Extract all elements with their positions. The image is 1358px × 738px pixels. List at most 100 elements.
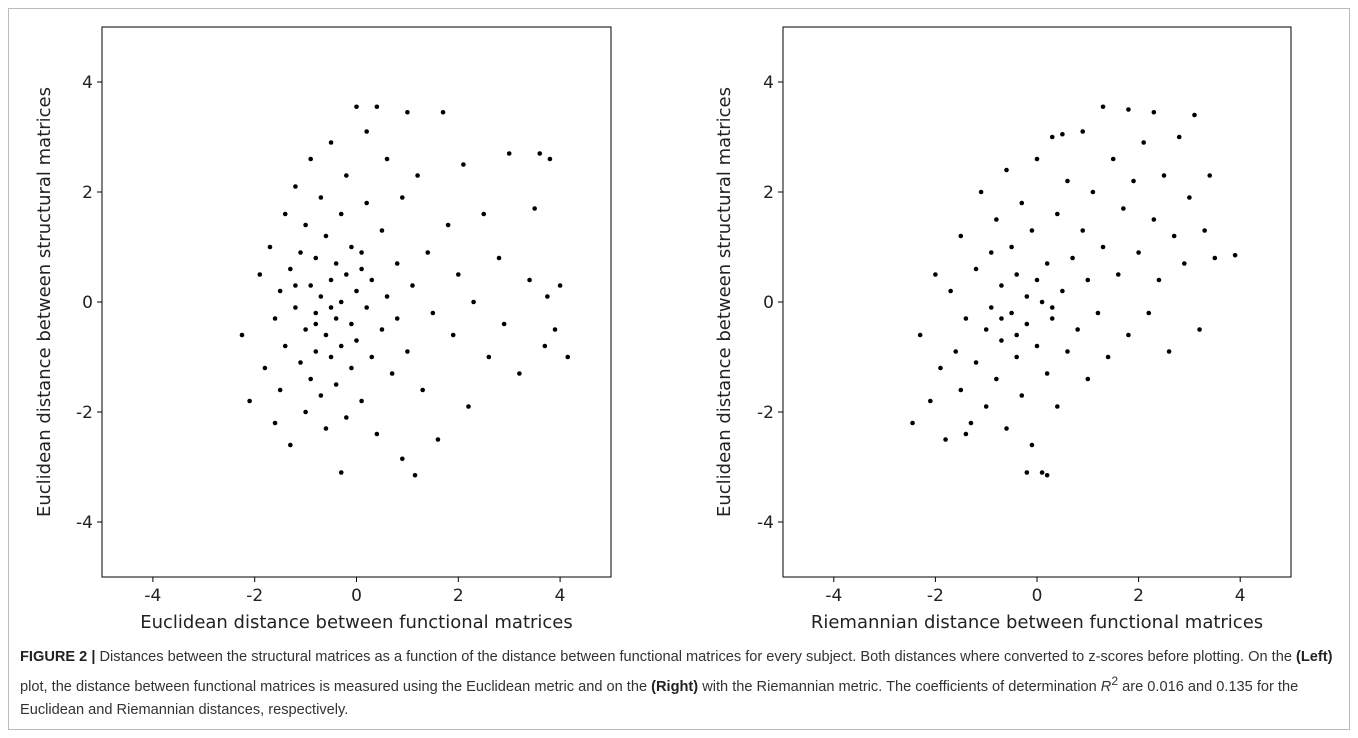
point bbox=[1126, 107, 1131, 112]
point bbox=[1044, 371, 1050, 376]
point bbox=[247, 398, 252, 404]
point bbox=[333, 261, 339, 266]
point bbox=[354, 288, 359, 294]
point bbox=[1197, 327, 1202, 332]
point bbox=[1182, 261, 1187, 266]
point bbox=[1049, 316, 1055, 321]
point bbox=[338, 470, 344, 475]
point bbox=[1004, 167, 1009, 173]
point bbox=[958, 387, 964, 393]
point bbox=[1024, 294, 1030, 299]
point bbox=[303, 409, 308, 415]
point bbox=[405, 349, 410, 354]
point bbox=[963, 316, 969, 321]
point bbox=[1151, 217, 1157, 222]
point bbox=[313, 321, 319, 327]
point bbox=[308, 283, 313, 288]
point bbox=[1065, 178, 1070, 184]
point bbox=[359, 266, 364, 272]
point bbox=[267, 244, 273, 250]
y-tick-label: 0 bbox=[763, 293, 774, 313]
point bbox=[1090, 189, 1096, 195]
point bbox=[303, 222, 308, 228]
point bbox=[338, 343, 344, 349]
point bbox=[471, 299, 476, 305]
point bbox=[943, 437, 948, 442]
point bbox=[1014, 332, 1019, 338]
point bbox=[983, 404, 989, 409]
point bbox=[412, 472, 418, 478]
point bbox=[917, 332, 923, 338]
point bbox=[910, 420, 915, 426]
point bbox=[420, 387, 425, 393]
point bbox=[988, 250, 994, 255]
plot-frame bbox=[101, 26, 612, 578]
point bbox=[1019, 200, 1025, 206]
point bbox=[344, 272, 349, 277]
point bbox=[389, 371, 395, 376]
point bbox=[1110, 156, 1116, 162]
point bbox=[1146, 310, 1152, 316]
caption-text: Distances between the structural matrice… bbox=[95, 649, 1297, 665]
point bbox=[1095, 310, 1101, 316]
y-tick-label: -2 bbox=[76, 403, 93, 423]
point bbox=[1166, 349, 1172, 354]
chart: -4 -2 0 2 4 -4 -2 0 2 4 Euclidean distance between… bbox=[34, 26, 1292, 633]
point bbox=[1034, 343, 1040, 349]
point bbox=[338, 299, 344, 305]
point bbox=[1014, 354, 1019, 360]
x-tick-label: 4 bbox=[555, 586, 566, 606]
point bbox=[450, 332, 456, 338]
point bbox=[1115, 272, 1121, 277]
point bbox=[1029, 228, 1035, 233]
point bbox=[547, 156, 553, 162]
point bbox=[344, 173, 349, 178]
point bbox=[466, 404, 471, 409]
point bbox=[1151, 109, 1157, 115]
point bbox=[983, 327, 989, 332]
point bbox=[394, 316, 400, 321]
point bbox=[313, 349, 319, 354]
point bbox=[364, 200, 369, 206]
point bbox=[364, 305, 369, 310]
point bbox=[1049, 134, 1055, 140]
point bbox=[349, 321, 354, 327]
point bbox=[257, 272, 263, 277]
point bbox=[344, 415, 349, 420]
point bbox=[313, 255, 319, 261]
point bbox=[999, 338, 1004, 343]
point bbox=[537, 151, 543, 156]
point bbox=[293, 305, 298, 310]
point bbox=[1044, 472, 1050, 478]
point bbox=[1065, 349, 1070, 354]
point bbox=[958, 233, 964, 239]
point bbox=[1141, 140, 1146, 145]
caption-text: with the Riemannian metric. The coeffici… bbox=[698, 678, 1101, 695]
point bbox=[318, 393, 324, 398]
point bbox=[277, 387, 283, 393]
point bbox=[963, 431, 969, 437]
x-tick-label: -4 bbox=[825, 586, 842, 606]
point bbox=[328, 305, 334, 310]
point bbox=[545, 294, 550, 299]
point bbox=[1080, 228, 1086, 233]
point bbox=[293, 283, 298, 288]
point bbox=[374, 431, 380, 437]
x-tick-label: 2 bbox=[1133, 586, 1144, 606]
point bbox=[354, 338, 359, 343]
point bbox=[313, 310, 319, 316]
caption-bold: (Left) bbox=[1296, 649, 1333, 665]
point bbox=[282, 343, 288, 349]
point bbox=[359, 398, 364, 404]
point bbox=[379, 327, 385, 332]
y-tick-label: -4 bbox=[76, 513, 93, 533]
figure-frame bbox=[8, 8, 1350, 730]
point bbox=[384, 156, 390, 162]
point bbox=[1212, 255, 1218, 261]
point bbox=[293, 184, 298, 189]
point bbox=[1192, 112, 1197, 118]
caption-text: are 0.016 and 0.135 for the Euclidean an… bbox=[20, 678, 1299, 718]
point bbox=[364, 129, 369, 134]
point bbox=[1055, 404, 1060, 409]
point bbox=[1049, 305, 1055, 310]
